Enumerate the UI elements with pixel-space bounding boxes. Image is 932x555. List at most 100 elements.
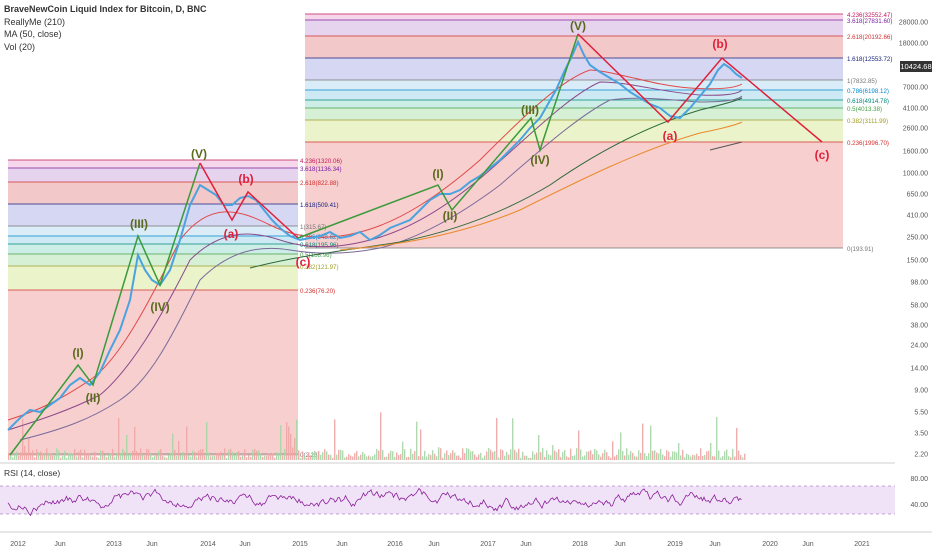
x-tick-label: 2017 — [480, 541, 496, 548]
wave-label: (IV) — [530, 153, 549, 167]
x-tick-label: 2020 — [762, 541, 778, 548]
volume-bar — [228, 449, 230, 460]
volume-bar — [114, 456, 116, 460]
y-tick-label: 250.00 — [907, 235, 929, 242]
volume-bar — [174, 449, 176, 460]
volume-bar — [704, 455, 706, 460]
volume-bar — [298, 450, 300, 460]
volume-bar — [550, 455, 552, 460]
volume-bar — [586, 451, 588, 460]
chart-title: BraveNewCoin Liquid Index for Bitcoin, D… — [4, 4, 207, 14]
rsi-line — [7, 487, 742, 517]
volume-bar — [306, 457, 308, 460]
volume-bar — [660, 448, 662, 460]
volume-bar — [366, 456, 368, 460]
wave-label: (II) — [86, 391, 101, 405]
volume-bar — [552, 445, 554, 460]
volume-bar — [610, 457, 612, 460]
indicator-label[interactable]: Vol (20) — [4, 41, 36, 52]
volume-bar — [406, 457, 408, 460]
volume-bar — [74, 449, 76, 460]
volume-bar — [244, 449, 246, 460]
rsi-tick-label: 80.00 — [910, 476, 928, 483]
volume-bar — [342, 450, 344, 460]
volume-bar — [350, 455, 352, 460]
rsi-label[interactable]: RSI (14, close) — [4, 468, 61, 478]
volume-bar — [212, 455, 214, 460]
volume-bar — [52, 455, 54, 460]
volume-bar — [648, 453, 650, 460]
indicator-label[interactable]: MA (50, close) — [4, 29, 62, 39]
volume-bar — [650, 425, 652, 460]
volume-bar — [516, 452, 518, 460]
volume-bar — [488, 447, 490, 460]
fib-level-label: 2.618(822.88) — [300, 180, 339, 187]
volume-bar — [732, 448, 734, 460]
volume-bar — [438, 447, 440, 460]
volume-bar — [630, 451, 632, 460]
volume-bar — [190, 456, 192, 460]
volume-bar — [112, 448, 114, 460]
volume-bar — [234, 454, 236, 460]
rsi-pane — [0, 462, 932, 533]
volume-bar — [576, 448, 578, 460]
y-tick-label: 58.00 — [910, 303, 928, 310]
volume-bar — [582, 456, 584, 460]
volume-bar — [472, 451, 474, 460]
volume-bar — [548, 454, 550, 460]
volume-bar — [164, 456, 166, 460]
y-tick-label: 18000.00 — [899, 41, 928, 48]
volume-bar — [94, 451, 96, 460]
fib-level-label: 0.5(4013.38) — [847, 106, 882, 113]
volume-bar — [158, 450, 160, 460]
volume-bar — [708, 450, 710, 460]
volume-bar — [68, 453, 70, 460]
volume-bar — [106, 457, 108, 460]
volume-bar — [512, 418, 514, 460]
volume-bar — [482, 457, 484, 460]
volume-bar — [10, 455, 12, 460]
indicator-label[interactable]: ReallyMe (210) — [4, 16, 66, 27]
volume-bar — [624, 455, 626, 460]
volume-bar — [680, 455, 682, 460]
y-tick-label: 1600.00 — [903, 149, 928, 156]
volume-bar — [504, 455, 506, 460]
volume-bar — [148, 449, 150, 460]
volume-bar — [252, 449, 254, 460]
volume-bar — [120, 453, 122, 460]
volume-bar — [658, 453, 660, 460]
volume-bar — [460, 457, 462, 460]
volume-bar — [196, 456, 198, 460]
volume-bar — [48, 453, 50, 460]
volume-bar — [20, 452, 22, 460]
volume-bar — [386, 456, 388, 460]
price-line — [7, 39, 743, 431]
x-tick-label: 2019 — [667, 541, 683, 548]
volume-bar — [26, 452, 28, 460]
y-tick-label: 2600.00 — [903, 126, 928, 133]
volume-bar — [304, 456, 306, 460]
volume-bar — [156, 454, 158, 460]
volume-bar — [396, 452, 398, 460]
y-tick-label: 9.00 — [914, 388, 928, 395]
volume-bar — [602, 453, 604, 460]
volume-bar — [580, 449, 582, 460]
volume-bar — [340, 449, 342, 460]
volume-bar — [710, 442, 712, 460]
y-tick-label: 5.50 — [914, 410, 928, 417]
volume-bar — [92, 456, 94, 460]
volume-bar — [716, 416, 718, 460]
volume-bar — [360, 454, 362, 460]
volume-bar — [730, 457, 732, 460]
volume-bar — [102, 450, 104, 460]
volume-bar — [462, 448, 464, 460]
volume-bar — [210, 456, 212, 460]
volume-bar — [314, 450, 316, 460]
volume-bar — [664, 456, 666, 460]
volume-bar — [572, 455, 574, 460]
volume-bar — [508, 454, 510, 460]
volume-bar — [696, 453, 698, 460]
volume-bar — [310, 455, 312, 460]
